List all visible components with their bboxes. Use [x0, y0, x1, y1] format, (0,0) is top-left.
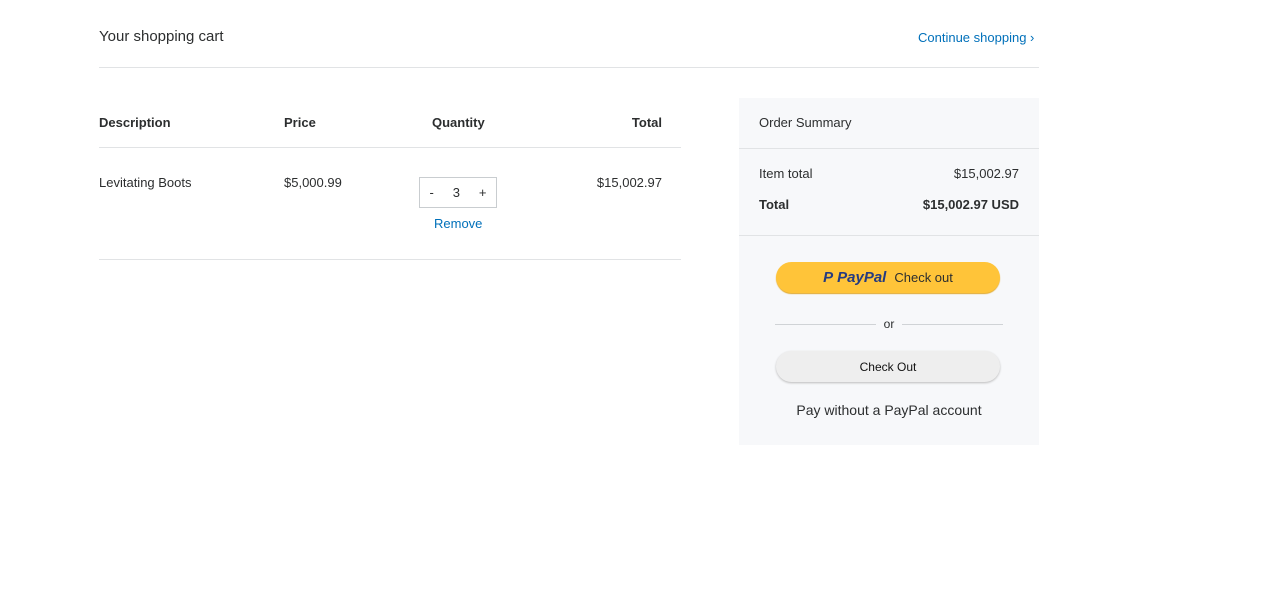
continue-shopping-label: Continue shopping: [918, 30, 1027, 45]
divider: [99, 147, 681, 148]
remove-item-link[interactable]: Remove: [434, 216, 483, 231]
paypal-logo: P PayPal: [823, 269, 886, 286]
paypal-checkout-label: Check out: [894, 270, 953, 285]
item-description: Levitating Boots: [99, 175, 192, 190]
column-header-total: Total: [631, 115, 662, 130]
or-label: or: [883, 317, 895, 331]
divider: [99, 67, 1039, 68]
column-header-quantity: Quantity: [432, 115, 485, 130]
paypal-logo-text: PayPal: [837, 269, 887, 286]
item-total: $15,002.97: [596, 175, 662, 190]
quantity-stepper[interactable]: - 3 +: [419, 177, 497, 208]
divider: [739, 235, 1039, 236]
paypal-mark-icon: P: [823, 269, 834, 286]
pay-without-paypal-text: Pay without a PayPal account: [796, 402, 982, 418]
column-header-description: Description: [99, 115, 171, 130]
order-summary: Order Summary Item total $15,002.97 Total…: [739, 98, 1039, 445]
increase-quantity-button[interactable]: +: [478, 185, 487, 200]
divider: [739, 148, 1039, 149]
order-summary-title: Order Summary: [759, 115, 852, 130]
continue-shopping-link[interactable]: Continue shopping ›: [918, 30, 1034, 45]
total-label: Total: [759, 197, 790, 212]
item-total-label: Item total: [759, 166, 813, 181]
quantity-value[interactable]: 3: [452, 185, 460, 200]
checkout-button[interactable]: Check Out: [776, 351, 1000, 382]
paypal-checkout-button[interactable]: P PayPal Check out: [776, 262, 1000, 293]
divider: [99, 259, 681, 260]
chevron-right-icon: ›: [1030, 30, 1035, 45]
page-title: Your shopping cart: [99, 28, 224, 45]
item-total-value: $15,002.97: [953, 166, 1019, 181]
or-divider: or: [775, 317, 1004, 331]
column-header-price: Price: [284, 115, 316, 130]
item-price: $5,000.99: [284, 175, 342, 190]
total-value: $15,002.97 USD: [922, 197, 1019, 212]
decrease-quantity-button[interactable]: -: [429, 185, 434, 200]
